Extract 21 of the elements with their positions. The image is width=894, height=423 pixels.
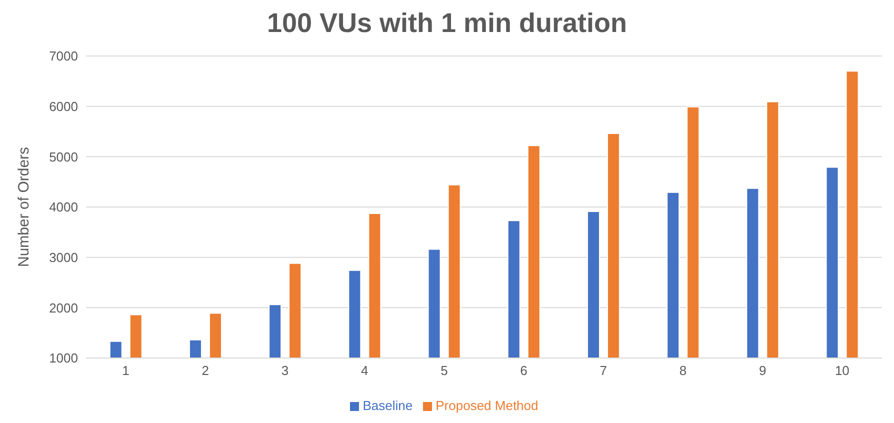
x-tick-label: 8 <box>679 363 687 378</box>
y-tick-label: 7000 <box>49 48 78 64</box>
legend-label: Proposed Method <box>436 398 538 413</box>
x-tick-label: 3 <box>281 363 289 378</box>
y-tick-label: 4000 <box>49 200 78 215</box>
legend-label: Baseline <box>362 398 413 413</box>
x-tick-label: 5 <box>440 363 448 378</box>
x-tick-label: 7 <box>600 363 608 378</box>
x-tick-label: 9 <box>758 363 766 378</box>
x-tick-label: 1 <box>122 363 130 378</box>
x-tick-label: 4 <box>360 363 368 378</box>
y-tick-label: 5000 <box>49 149 78 164</box>
y-tick-label: 2000 <box>49 300 78 316</box>
x-tick-label: 6 <box>520 363 528 378</box>
y-tick-label: 6000 <box>49 98 78 114</box>
y-tick-label: 3000 <box>49 250 78 265</box>
y-tick-label: 1000 <box>49 350 78 366</box>
x-tick-label: 10 <box>834 363 850 378</box>
chart-title: 100 VUs with 1 min duration <box>266 8 628 40</box>
y-axis-title: Number of Orders <box>15 146 32 267</box>
x-tick-label: 2 <box>202 363 210 378</box>
